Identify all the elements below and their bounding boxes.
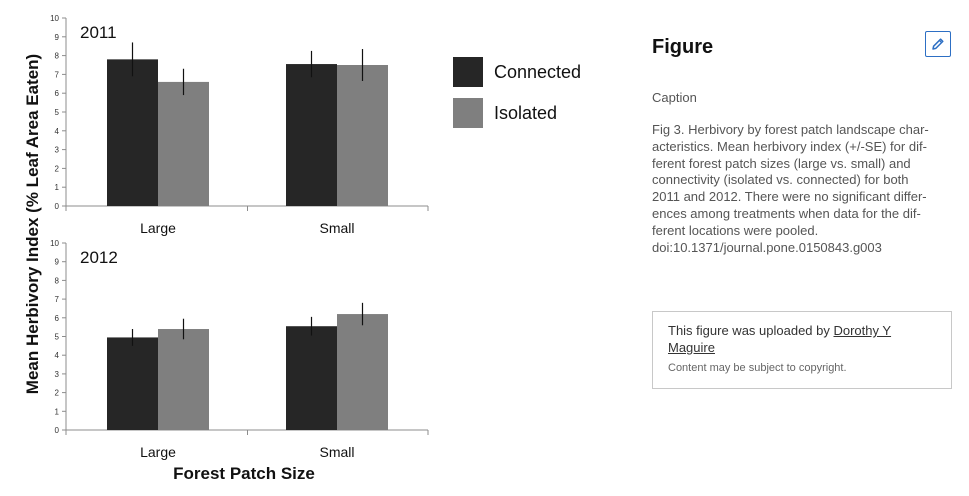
y-tick-label: 6 [55,89,60,98]
caption-text: Fig 3. Herbivory by forest patch landsca… [652,122,948,256]
y-tick-label: 8 [55,276,60,285]
bar [158,81,209,206]
y-tick-label: 10 [50,239,59,248]
uploader-link[interactable]: Dorothy Y Maguire [668,323,892,355]
caption-line: ences among treatments when data for the… [652,205,921,221]
panel-title: 2012 [80,248,118,267]
y-tick-label: 4 [55,127,60,136]
doi-text: doi:10.1371/journal.pone.0150843.g003 [652,239,882,255]
y-tick-label: 5 [55,108,60,117]
edit-figure-button[interactable] [925,31,951,57]
y-tick-label: 3 [55,146,60,155]
y-tick-label: 9 [55,258,60,267]
y-tick-label: 0 [55,202,60,211]
caption-line: acteristics. Mean herbivory index (+/-SE… [652,138,927,154]
x-category-label: Small [319,220,354,236]
y-axis-title: Mean Herbivory Index (% Leaf Area Eaten) [23,54,42,394]
caption-line: ferent forest patch sizes (large vs. sma… [652,155,911,171]
y-tick-label: 5 [55,333,60,342]
bar [107,59,158,206]
caption-line: connectivity (isolated vs. connected) fo… [652,172,909,188]
bar [286,64,337,206]
y-tick-label: 3 [55,370,60,379]
y-tick-label: 8 [55,52,60,61]
y-tick-label: 1 [55,407,60,416]
legend-swatch [453,57,483,87]
legend-label: Isolated [494,103,557,123]
y-tick-label: 2 [55,164,60,173]
y-tick-label: 0 [55,426,60,435]
x-category-label: Small [319,444,354,460]
x-category-label: Large [140,220,176,236]
y-tick-label: 7 [55,70,60,79]
caption-heading: Caption [652,90,697,105]
panel-title: Figure [652,36,714,58]
bar [286,326,337,430]
caption-line: ferent locations were pooled. [652,222,819,238]
x-axis-title: Forest Patch Size [173,464,315,483]
bar [158,329,209,430]
y-tick-label: 1 [55,183,60,192]
caption-line: 2011 and 2012. There were no significant… [652,189,927,205]
upload-info-box: This figure was uploaded by Dorothy Y Ma… [652,311,952,389]
bar [107,337,158,430]
copyright-note: Content may be subject to copyright. [668,362,847,374]
y-tick-label: 10 [50,14,59,23]
y-tick-label: 4 [55,351,60,360]
y-tick-label: 7 [55,295,60,304]
upload-info-text: This figure was uploaded by Dorothy Y Ma… [668,322,936,356]
y-tick-label: 2 [55,389,60,398]
y-tick-label: 9 [55,33,60,42]
x-category-label: Large [140,444,176,460]
y-tick-label: 6 [55,314,60,323]
figure-details-panel: Figure Caption Fig 3. Herbivory by fores… [652,0,952,496]
upload-prefix: This figure was uploaded by [668,323,834,338]
legend-swatch [453,98,483,128]
bar [337,314,388,430]
bar [337,65,388,206]
legend-label: Connected [494,62,581,82]
caption-line: Fig 3. Herbivory by forest patch landsca… [652,122,929,137]
panel-title: 2011 [80,23,117,42]
pencil-icon [932,38,944,50]
herbivory-chart: 0 1 2 3 4 5 6 7 8 9 10 2011 Large Small 0 1 2 3 4 5 6 7 8 9 10 20… [23,14,581,483]
figure-image: 0 1 2 3 4 5 6 7 8 9 10 2011 Large Small 0 1 2 3 4 5 6 7 8 9 10 20… [23,14,581,483]
